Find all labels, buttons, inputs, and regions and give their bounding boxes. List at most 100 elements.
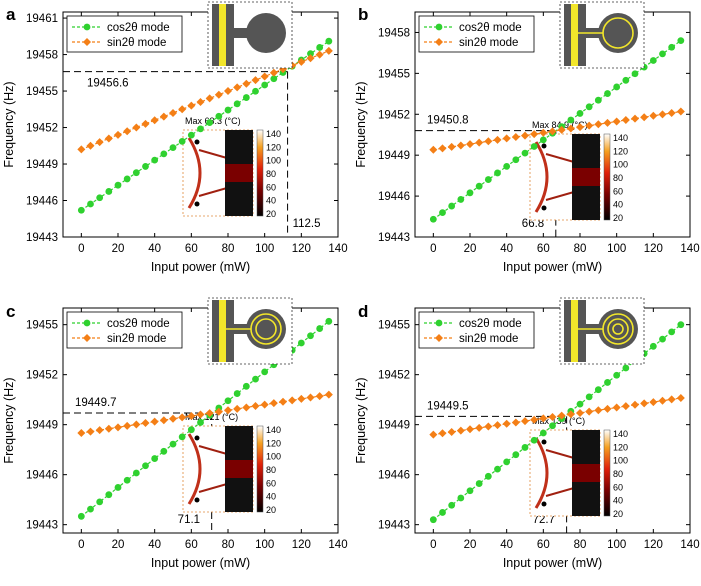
data-point-cos xyxy=(549,422,556,430)
inset-heatmap-arc xyxy=(187,433,202,505)
inset-colorbar-label: 120 xyxy=(613,146,628,156)
y-tick-label: 19452 xyxy=(26,370,58,382)
legend-marker-cos xyxy=(435,23,443,31)
y-tick-label: 19455 xyxy=(26,86,58,98)
data-point-cos xyxy=(503,162,511,170)
data-point-cos xyxy=(631,70,639,78)
inset-colorbar-label: 120 xyxy=(266,438,281,448)
data-point-sin xyxy=(612,403,621,412)
inset-colorbar-label: 20 xyxy=(266,505,276,515)
data-point-cos xyxy=(142,163,149,170)
data-point-sin xyxy=(530,415,539,424)
data-point-sin xyxy=(502,419,511,428)
legend-box xyxy=(66,311,183,349)
data-point-cos xyxy=(224,106,232,114)
inset-colorbar-label: 40 xyxy=(613,496,623,506)
data-point-cos xyxy=(114,484,122,491)
inset-colorbar-label: 120 xyxy=(266,142,281,152)
data-point-cos xyxy=(307,332,314,340)
data-point-cos xyxy=(439,209,446,217)
data-point-cos xyxy=(439,509,446,516)
inset-heatmap-cold-top xyxy=(225,426,253,460)
plot-frame xyxy=(62,307,339,534)
y-axis-title: Frequency (Hz) xyxy=(354,81,368,167)
inset-max-label: Max 139 (°C) xyxy=(532,416,585,426)
data-point-sin xyxy=(315,392,324,401)
data-point-sin xyxy=(521,417,529,426)
data-point-sin xyxy=(475,138,484,147)
y-tick-label: 19458 xyxy=(26,50,58,62)
y-axis-title: Frequency (Hz) xyxy=(2,81,16,167)
data-point-cos xyxy=(261,81,269,89)
plot-frame xyxy=(414,307,691,534)
data-point-cos xyxy=(197,125,204,133)
data-point-cos xyxy=(494,465,501,473)
crossing-y-label: 19449.5 xyxy=(427,400,469,412)
x-tick-label: 140 xyxy=(328,539,347,551)
data-point-sin xyxy=(214,90,223,99)
inset-heatmap-hot xyxy=(225,164,253,182)
inset-colorbar-label: 20 xyxy=(613,509,623,519)
data-point-sin xyxy=(251,76,260,85)
data-point-sin xyxy=(242,403,251,412)
inset-colorbar-label: 140 xyxy=(266,129,281,139)
inset-colorbar-label: 60 xyxy=(266,478,276,488)
data-point-sin xyxy=(104,424,113,433)
inset-colorbar-label: 20 xyxy=(266,209,276,219)
device-ring xyxy=(255,318,277,340)
data-point-cos xyxy=(448,501,456,509)
data-point-sin xyxy=(269,68,278,77)
data-point-sin xyxy=(658,396,667,405)
legend-box xyxy=(418,311,535,349)
x-axis-title: Input power (mW) xyxy=(151,260,250,274)
data-point-cos xyxy=(169,440,177,448)
data-point-sin xyxy=(447,142,456,151)
x-tick-label: 100 xyxy=(255,539,274,551)
panel-letter-d: d xyxy=(358,302,368,321)
data-point-sin xyxy=(658,110,667,119)
data-point-sin xyxy=(456,141,465,150)
device-ring xyxy=(612,323,624,335)
data-point-sin xyxy=(315,50,324,59)
legend-marker-sin xyxy=(83,38,91,46)
inset-heatmap-cold xyxy=(225,182,253,216)
inset-colorbar xyxy=(603,429,611,517)
data-point-sin xyxy=(676,107,685,116)
legend-marker-sin xyxy=(435,38,443,46)
crossing-y-label: 19456.6 xyxy=(87,78,129,90)
device-stem xyxy=(232,28,254,38)
data-point-cos xyxy=(659,50,666,58)
data-point-cos xyxy=(96,194,104,202)
data-point-cos xyxy=(187,426,195,434)
data-point-cos xyxy=(576,110,584,117)
series-line-sin xyxy=(433,110,681,151)
y-tick-label: 19455 xyxy=(378,68,410,80)
inset-heatmap-arc xyxy=(534,437,549,509)
data-point-cos xyxy=(297,339,305,347)
data-point-cos xyxy=(270,75,278,83)
data-point-sin xyxy=(447,427,456,436)
plot-frame xyxy=(414,11,691,238)
data-point-sin xyxy=(493,135,502,144)
data-point-cos xyxy=(448,202,456,210)
y-tick-label: 19461 xyxy=(26,13,58,25)
inset-heatmap-dot xyxy=(194,139,200,145)
data-point-cos xyxy=(466,189,474,197)
data-point-sin xyxy=(429,430,438,439)
data-point-cos xyxy=(151,455,159,462)
y-tick-label: 19449 xyxy=(378,420,410,432)
data-point-sin xyxy=(279,397,287,406)
legend-label: cos2θ mode xyxy=(459,318,522,330)
inset-max-label: Max 63.3 (°C) xyxy=(185,116,241,126)
data-point-cos xyxy=(622,76,630,84)
device-disk xyxy=(598,13,638,53)
data-point-cos xyxy=(233,100,241,108)
x-tick-label: 0 xyxy=(78,243,84,255)
x-tick-label: 20 xyxy=(464,243,477,255)
data-point-sin xyxy=(288,396,297,405)
data-point-sin xyxy=(324,390,333,399)
data-point-sin xyxy=(585,407,594,416)
data-point-cos xyxy=(484,176,492,183)
data-point-sin xyxy=(484,422,493,431)
